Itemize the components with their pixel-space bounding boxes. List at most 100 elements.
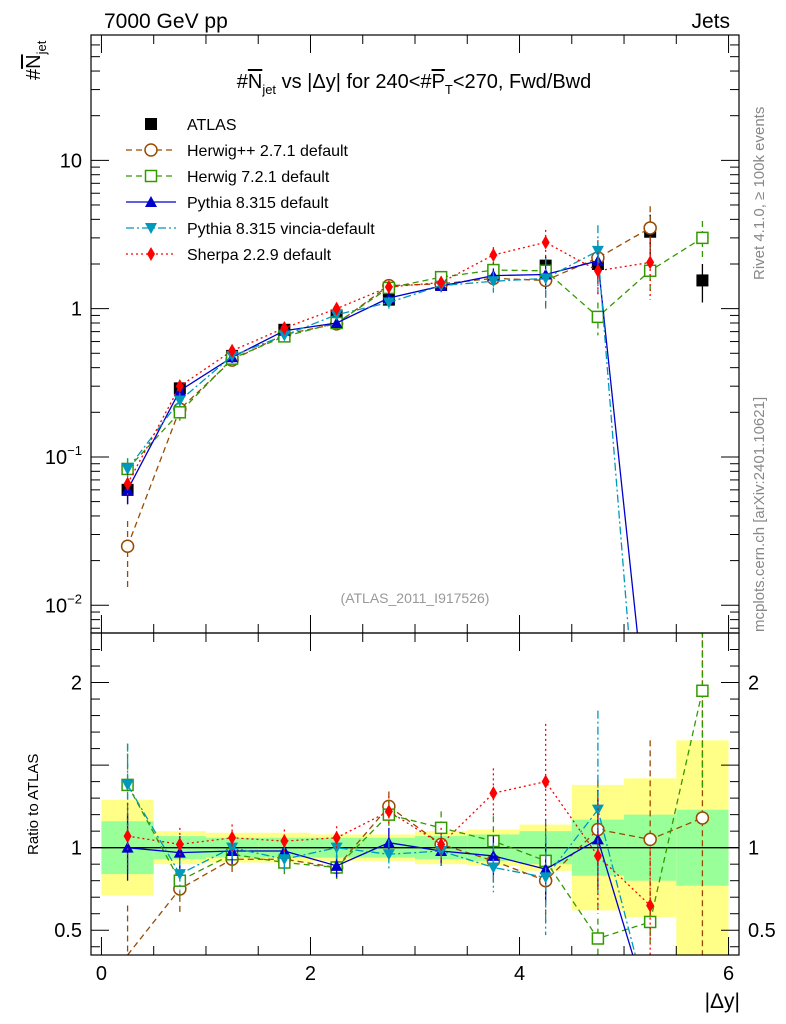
- ratio-point: [228, 830, 237, 845]
- x-tick-label: 2: [305, 963, 316, 985]
- ratio-point: [332, 830, 341, 845]
- legend-item-sherpa: Sherpa 2.2.9 default: [126, 247, 332, 264]
- ratio-plot-frame: [90, 632, 740, 956]
- data-point: [437, 275, 446, 290]
- main-series-layer: [120, 206, 709, 633]
- ratio-y-axis-label: Ratio to ATLAS: [25, 754, 42, 855]
- legend-marker: [144, 143, 158, 157]
- legend-label: Pythia 8.315 default: [187, 195, 329, 212]
- main-y-axis-label: #Njet: [23, 40, 49, 80]
- data-point: [489, 247, 498, 262]
- mcplots-label: mcplots.cern.ch [arXiv:2401.10621]: [751, 397, 768, 632]
- ratio-point: [591, 804, 604, 816]
- ratio-point: [175, 837, 184, 852]
- header-energy-label: 7000 GeV pp: [104, 10, 228, 33]
- legend-label: Sherpa 2.2.9 default: [187, 247, 332, 264]
- legend-item-pythia: Pythia 8.315 default: [126, 195, 329, 212]
- legend-item-atlas: ATLAS: [145, 117, 237, 134]
- ratio-point: [280, 834, 289, 849]
- series-line-sherpa: [127, 241, 651, 485]
- data-point: [643, 221, 657, 235]
- ratio-y-tick-label-left: 0.5: [54, 920, 82, 942]
- ratio-point: [435, 845, 448, 857]
- ratio-point: [646, 898, 655, 913]
- ratio-point: [489, 786, 498, 801]
- plot-title: #Njet vs |Δy| for 240<#PT<270, Fwd/Bwd: [237, 71, 592, 97]
- legend-label: Herwig++ 2.7.1 default: [187, 143, 349, 160]
- data-point: [487, 276, 500, 288]
- x-tick-label: 4: [514, 963, 525, 985]
- ratio-series-layer: [91, 633, 739, 955]
- series-line-vincia: [127, 249, 630, 633]
- ratio-point: [539, 872, 552, 884]
- data-point: [541, 235, 550, 250]
- ratio-y-tick-label-right: 1: [748, 838, 759, 860]
- y-tick-label: 1: [71, 299, 82, 321]
- data-point: [278, 330, 291, 342]
- axes-layer: 10 1 10−1 10−2 2 2 1 1 0.5 0.5 0 2 4 6: [45, 34, 776, 985]
- data-point: [591, 310, 605, 324]
- data-point: [123, 476, 132, 491]
- ratio-point: [121, 779, 134, 791]
- data-point: [696, 274, 709, 287]
- ratio-point: [382, 849, 395, 861]
- rivet-label: Rivet 4.1.0, ≥ 100k events: [751, 107, 768, 280]
- ratio-point: [226, 842, 239, 854]
- data-point: [384, 279, 393, 294]
- data-point: [382, 297, 395, 309]
- ratio-y-tick-label-right: 2: [748, 673, 759, 695]
- data-point: [280, 321, 289, 336]
- legend-label: ATLAS: [187, 117, 237, 134]
- ratio-line-herwigpp: [127, 805, 703, 955]
- ratio-point: [278, 854, 291, 866]
- ratio-point: [591, 932, 605, 945]
- ratio-point: [121, 841, 134, 853]
- ratio-point: [437, 837, 446, 852]
- ratio-point: [384, 804, 393, 819]
- data-point: [591, 245, 604, 257]
- legend-marker: [145, 196, 157, 207]
- ratio-point: [695, 811, 710, 825]
- legend-label: Pythia 8.315 vincia-default: [187, 221, 375, 238]
- legend-marker: [145, 223, 157, 234]
- ratio-line-vincia: [127, 784, 636, 955]
- ratio-series-vincia: [121, 710, 636, 955]
- ratio-line-pythia: [127, 838, 634, 955]
- x-tick-label: 6: [723, 963, 734, 985]
- ratio-y-tick-label-left: 2: [71, 673, 82, 695]
- data-point: [173, 395, 186, 407]
- legend: ATLAS Herwig++ 2.7.1 default Herwig 7.2.1 …: [126, 117, 375, 264]
- series-line-herwig7: [127, 237, 703, 470]
- legend-marker: [144, 169, 158, 183]
- ratio-y-tick-label-right: 0.5: [748, 920, 776, 942]
- header-jets-label: Jets: [691, 10, 730, 33]
- y-tick-label: 10: [60, 150, 82, 172]
- data-point: [332, 301, 341, 316]
- x-axis-label: |Δy|: [705, 990, 740, 1013]
- legend-label: Herwig 7.2.1 default: [187, 169, 330, 186]
- data-point: [175, 379, 184, 394]
- legend-item-herwig7: Herwig 7.2.1 default: [126, 169, 330, 186]
- data-point: [330, 317, 343, 329]
- ratio-series-sherpa: [123, 723, 655, 955]
- data-point: [173, 406, 187, 419]
- ratio-point: [487, 862, 500, 874]
- data-point: [696, 231, 709, 245]
- series-line-herwigpp: [126, 227, 651, 547]
- x-tick-label: 0: [96, 963, 107, 985]
- data-point: [120, 539, 135, 553]
- ratio-point: [643, 832, 657, 847]
- ratio-point: [123, 829, 132, 844]
- analysis-watermark: (ATLAS_2011_I917526): [341, 590, 490, 606]
- data-point: [121, 463, 134, 475]
- ratio-y-tick-label-left: 1: [71, 838, 82, 860]
- legend-item-vincia: Pythia 8.315 vincia-default: [126, 221, 375, 238]
- y-tick-label: 10−1: [45, 443, 82, 469]
- data-point: [593, 263, 602, 278]
- data-point: [228, 343, 237, 358]
- legend-marker: [145, 118, 157, 130]
- series-line-pythia: [127, 260, 639, 633]
- legend-marker: [147, 247, 155, 261]
- ratio-point: [173, 869, 186, 881]
